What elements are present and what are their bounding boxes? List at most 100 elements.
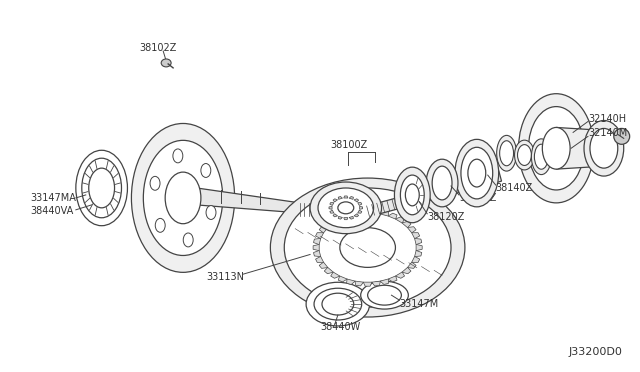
Ellipse shape: [340, 228, 396, 267]
Ellipse shape: [143, 140, 223, 256]
Polygon shape: [314, 250, 321, 257]
Polygon shape: [372, 281, 380, 286]
Polygon shape: [314, 238, 321, 245]
Ellipse shape: [518, 145, 531, 166]
Polygon shape: [347, 211, 355, 216]
Polygon shape: [354, 199, 358, 202]
Ellipse shape: [131, 124, 235, 272]
Ellipse shape: [590, 128, 618, 168]
Ellipse shape: [584, 121, 624, 176]
Ellipse shape: [614, 128, 630, 144]
Ellipse shape: [515, 140, 534, 170]
Polygon shape: [349, 217, 353, 219]
Text: 32140H: 32140H: [588, 113, 626, 124]
Polygon shape: [556, 128, 604, 169]
Ellipse shape: [461, 147, 493, 199]
Polygon shape: [339, 276, 348, 282]
Polygon shape: [358, 202, 362, 205]
Polygon shape: [313, 244, 319, 251]
Ellipse shape: [318, 188, 374, 228]
Polygon shape: [349, 196, 353, 199]
Text: 33147M: 33147M: [399, 299, 438, 309]
Text: 38120Z: 38120Z: [427, 212, 465, 222]
Ellipse shape: [156, 218, 165, 232]
Text: 38165Z: 38165Z: [459, 193, 497, 203]
Ellipse shape: [314, 288, 362, 320]
Polygon shape: [324, 267, 333, 274]
Ellipse shape: [201, 164, 211, 177]
Polygon shape: [415, 250, 422, 257]
Polygon shape: [319, 227, 328, 233]
Polygon shape: [339, 213, 348, 219]
Ellipse shape: [542, 128, 570, 169]
Ellipse shape: [518, 94, 594, 203]
Ellipse shape: [310, 182, 381, 234]
Text: 38102Z: 38102Z: [140, 43, 177, 53]
Ellipse shape: [426, 159, 458, 207]
Ellipse shape: [534, 144, 548, 169]
Polygon shape: [344, 196, 348, 198]
Ellipse shape: [183, 233, 193, 247]
Polygon shape: [412, 256, 420, 262]
Ellipse shape: [173, 149, 183, 163]
Polygon shape: [333, 214, 337, 217]
Text: 38440VA: 38440VA: [30, 206, 74, 216]
Polygon shape: [338, 217, 342, 219]
Ellipse shape: [531, 139, 551, 174]
Text: 33113N: 33113N: [206, 272, 244, 282]
Polygon shape: [380, 211, 388, 216]
Polygon shape: [396, 272, 404, 278]
Ellipse shape: [206, 206, 216, 219]
Ellipse shape: [150, 176, 160, 190]
Ellipse shape: [367, 285, 401, 305]
Polygon shape: [388, 213, 397, 219]
Polygon shape: [330, 202, 334, 205]
Text: 33147MA: 33147MA: [30, 193, 76, 203]
Text: 38100Z: 38100Z: [330, 140, 367, 150]
Polygon shape: [355, 281, 364, 286]
Ellipse shape: [468, 159, 486, 187]
Polygon shape: [402, 267, 411, 274]
Polygon shape: [360, 171, 502, 218]
Text: 38140Z: 38140Z: [495, 183, 533, 193]
Polygon shape: [364, 282, 372, 286]
Polygon shape: [380, 279, 388, 285]
Polygon shape: [358, 210, 362, 213]
Polygon shape: [408, 227, 416, 233]
Polygon shape: [316, 256, 324, 262]
Polygon shape: [388, 276, 397, 282]
Polygon shape: [360, 206, 363, 209]
Polygon shape: [330, 210, 334, 213]
Ellipse shape: [394, 167, 430, 223]
Text: 32140M: 32140M: [588, 128, 627, 138]
Polygon shape: [338, 196, 342, 199]
Polygon shape: [355, 209, 364, 214]
Ellipse shape: [338, 202, 354, 214]
Ellipse shape: [82, 158, 122, 218]
Ellipse shape: [165, 172, 201, 224]
Polygon shape: [415, 238, 422, 245]
Ellipse shape: [306, 282, 370, 326]
Polygon shape: [364, 209, 372, 213]
Ellipse shape: [161, 59, 171, 67]
Ellipse shape: [270, 178, 465, 317]
Polygon shape: [183, 186, 362, 218]
Polygon shape: [402, 221, 411, 228]
Ellipse shape: [361, 281, 408, 309]
Polygon shape: [324, 221, 333, 228]
Polygon shape: [396, 217, 404, 223]
Polygon shape: [416, 244, 422, 251]
Polygon shape: [331, 272, 340, 278]
Polygon shape: [347, 279, 355, 285]
Ellipse shape: [455, 140, 499, 207]
Polygon shape: [372, 209, 380, 214]
Ellipse shape: [405, 184, 419, 206]
Polygon shape: [354, 214, 358, 217]
Ellipse shape: [76, 150, 127, 226]
Ellipse shape: [284, 188, 451, 307]
Polygon shape: [408, 262, 416, 268]
Polygon shape: [344, 218, 348, 220]
Polygon shape: [329, 206, 332, 209]
Polygon shape: [333, 199, 337, 202]
Ellipse shape: [500, 141, 513, 166]
